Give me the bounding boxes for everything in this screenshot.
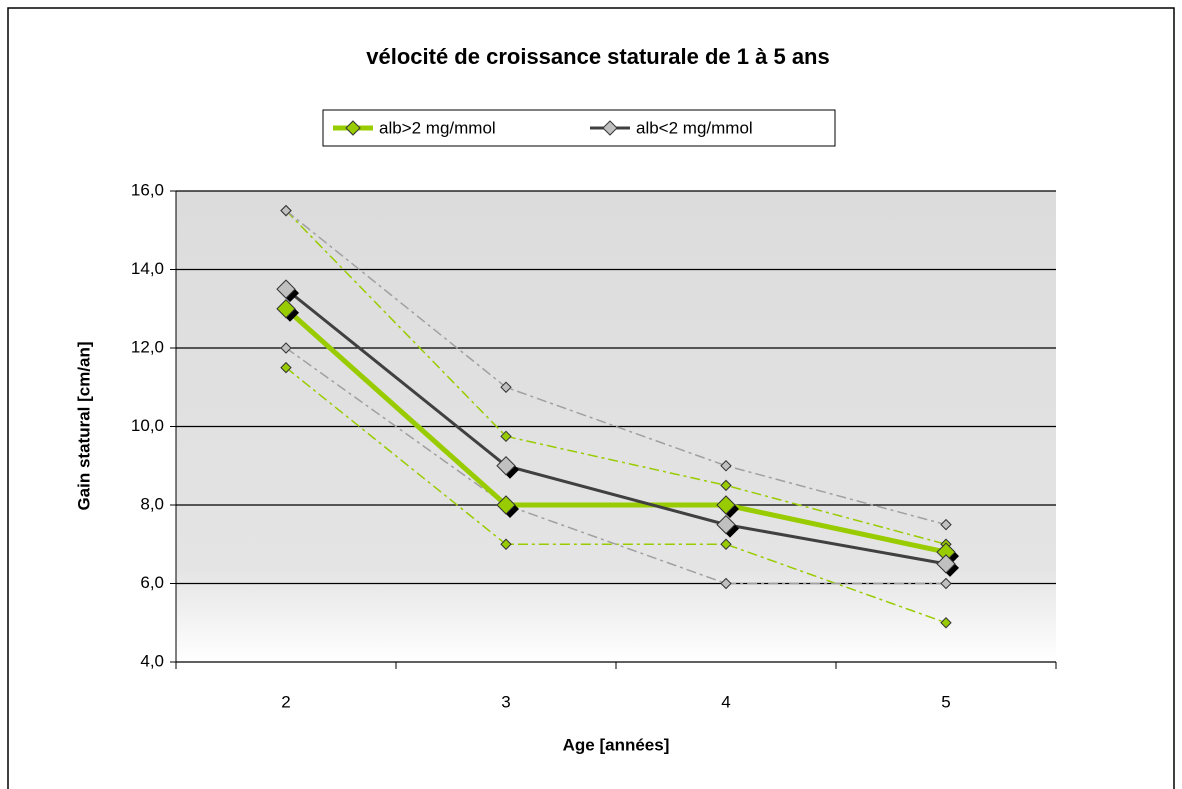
- data-marker: [720, 479, 732, 492]
- data-marker: [276, 299, 296, 319]
- data-marker: [496, 456, 516, 476]
- x-axis-label: Age [années]: [563, 735, 670, 754]
- data-marker: [720, 577, 732, 590]
- data-marker: [500, 430, 512, 443]
- data-marker: [716, 514, 736, 535]
- x-tick-label: 2: [281, 692, 290, 711]
- data-marker: [280, 342, 292, 354]
- y-tick-label: 16,0: [131, 180, 164, 199]
- data-marker: [496, 495, 516, 515]
- series-line: [284, 306, 947, 555]
- legend-label: alb>2 mg/mmol: [379, 118, 496, 137]
- y-tick-label: 10,0: [131, 416, 164, 435]
- data-marker: [716, 495, 736, 515]
- legend-marker: [602, 120, 618, 136]
- data-marker: [500, 538, 512, 550]
- y-tick-label: 12,0: [131, 337, 164, 356]
- y-tick-label: 14,0: [131, 259, 164, 278]
- chart-title: vélocité de croissance staturale de 1 à …: [366, 44, 829, 69]
- y-axis-label: Gain statural [cm/an]: [74, 341, 93, 510]
- data-marker: [940, 518, 952, 531]
- data-marker: [940, 577, 952, 590]
- x-tick-label: 5: [941, 692, 950, 711]
- series-line: [285, 210, 947, 526]
- y-tick-label: 6,0: [140, 573, 164, 592]
- data-marker: [280, 204, 292, 217]
- series-line: [285, 210, 947, 545]
- legend-label: alb<2 mg/mmol: [636, 118, 753, 137]
- x-tick-label: 4: [721, 692, 730, 711]
- data-marker: [280, 361, 292, 374]
- series-line: [285, 287, 947, 566]
- data-marker: [720, 460, 732, 472]
- data-marker: [936, 554, 956, 574]
- y-tick-label: 4,0: [140, 651, 164, 670]
- data-marker: [276, 279, 296, 299]
- data-marker: [720, 538, 732, 550]
- legend-marker: [345, 120, 361, 136]
- y-tick-label: 8,0: [140, 494, 164, 513]
- series-line: [285, 347, 946, 585]
- data-marker: [500, 381, 512, 393]
- x-tick-label: 3: [501, 692, 510, 711]
- data-marker: [940, 617, 952, 629]
- legend: [322, 109, 836, 147]
